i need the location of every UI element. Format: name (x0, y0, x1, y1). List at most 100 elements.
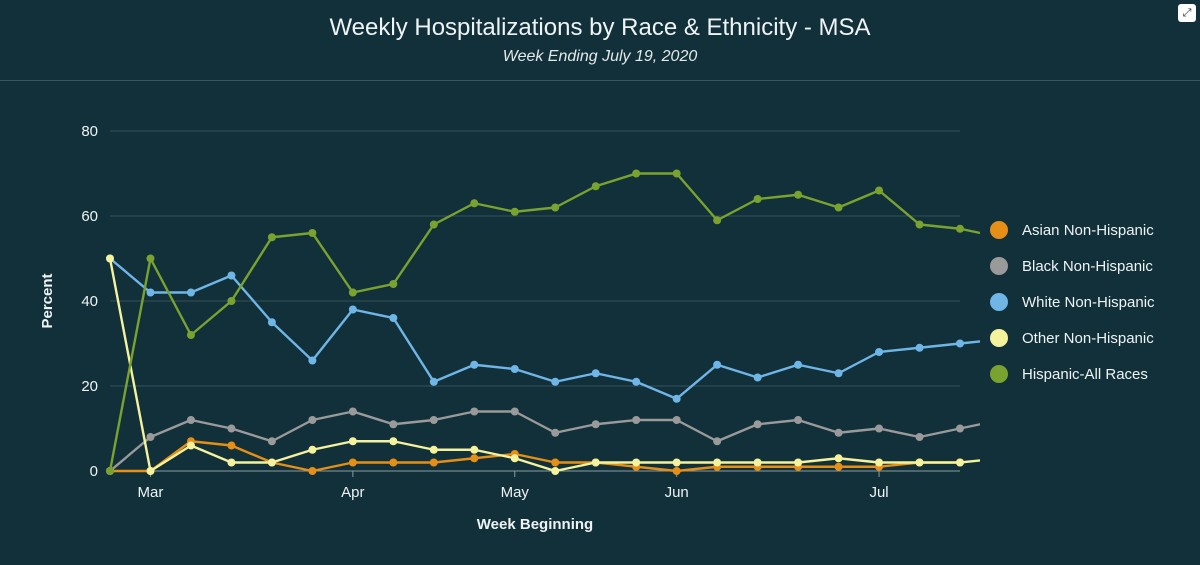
data-point[interactable] (916, 221, 924, 229)
data-point[interactable] (187, 416, 195, 424)
legend-item-asian[interactable]: Asian Non-Hispanic (990, 221, 1155, 239)
data-point[interactable] (551, 459, 559, 467)
data-point[interactable] (673, 395, 681, 403)
data-point[interactable] (227, 297, 235, 305)
data-point[interactable] (511, 365, 519, 373)
data-point[interactable] (470, 361, 478, 369)
data-point[interactable] (227, 442, 235, 450)
data-point[interactable] (349, 306, 357, 314)
data-point[interactable] (754, 420, 762, 428)
data-point[interactable] (511, 408, 519, 416)
data-point[interactable] (308, 446, 316, 454)
data-point[interactable] (551, 467, 559, 475)
data-point[interactable] (592, 420, 600, 428)
data-point[interactable] (713, 361, 721, 369)
data-point[interactable] (430, 459, 438, 467)
data-point[interactable] (551, 378, 559, 386)
legend-item-hispanic[interactable]: Hispanic-All Races (990, 365, 1155, 383)
data-point[interactable] (835, 369, 843, 377)
legend-item-other[interactable]: Other Non-Hispanic (990, 329, 1155, 347)
data-point[interactable] (632, 416, 640, 424)
data-point[interactable] (308, 416, 316, 424)
data-point[interactable] (754, 374, 762, 382)
data-point[interactable] (794, 191, 802, 199)
data-point[interactable] (470, 446, 478, 454)
data-point[interactable] (308, 467, 316, 475)
data-point[interactable] (551, 429, 559, 437)
data-point[interactable] (713, 459, 721, 467)
legend-item-white[interactable]: White Non-Hispanic (990, 293, 1155, 311)
data-point[interactable] (349, 289, 357, 297)
data-point[interactable] (632, 170, 640, 178)
data-point[interactable] (916, 459, 924, 467)
data-point[interactable] (592, 459, 600, 467)
data-point[interactable] (268, 233, 276, 241)
data-point[interactable] (430, 378, 438, 386)
data-point[interactable] (673, 467, 681, 475)
data-point[interactable] (146, 467, 154, 475)
data-point[interactable] (673, 459, 681, 467)
data-point[interactable] (430, 416, 438, 424)
data-point[interactable] (875, 459, 883, 467)
data-point[interactable] (187, 442, 195, 450)
data-point[interactable] (956, 225, 964, 233)
data-point[interactable] (146, 433, 154, 441)
data-point[interactable] (956, 425, 964, 433)
data-point[interactable] (511, 208, 519, 216)
data-point[interactable] (875, 187, 883, 195)
data-point[interactable] (308, 357, 316, 365)
data-point[interactable] (106, 255, 114, 263)
data-point[interactable] (146, 289, 154, 297)
data-point[interactable] (673, 416, 681, 424)
data-point[interactable] (835, 429, 843, 437)
data-point[interactable] (430, 221, 438, 229)
data-point[interactable] (227, 272, 235, 280)
data-point[interactable] (632, 378, 640, 386)
data-point[interactable] (956, 340, 964, 348)
data-point[interactable] (268, 437, 276, 445)
data-point[interactable] (592, 182, 600, 190)
data-point[interactable] (835, 454, 843, 462)
data-point[interactable] (632, 459, 640, 467)
data-point[interactable] (389, 280, 397, 288)
data-point[interactable] (349, 408, 357, 416)
data-point[interactable] (430, 446, 438, 454)
data-point[interactable] (470, 408, 478, 416)
data-point[interactable] (673, 170, 681, 178)
legend-item-black[interactable]: Black Non-Hispanic (990, 257, 1155, 275)
data-point[interactable] (389, 459, 397, 467)
data-point[interactable] (835, 204, 843, 212)
data-point[interactable] (227, 425, 235, 433)
data-point[interactable] (349, 459, 357, 467)
data-point[interactable] (389, 420, 397, 428)
data-point[interactable] (835, 463, 843, 471)
expand-button[interactable]: ⤢ (1178, 4, 1196, 22)
data-point[interactable] (187, 289, 195, 297)
data-point[interactable] (713, 216, 721, 224)
data-point[interactable] (875, 348, 883, 356)
data-point[interactable] (106, 467, 114, 475)
data-point[interactable] (713, 437, 721, 445)
data-point[interactable] (470, 199, 478, 207)
data-point[interactable] (875, 425, 883, 433)
data-point[interactable] (794, 416, 802, 424)
data-point[interactable] (389, 437, 397, 445)
data-point[interactable] (268, 318, 276, 326)
data-point[interactable] (268, 459, 276, 467)
data-point[interactable] (754, 459, 762, 467)
data-point[interactable] (592, 369, 600, 377)
data-point[interactable] (511, 454, 519, 462)
data-point[interactable] (794, 361, 802, 369)
data-point[interactable] (551, 204, 559, 212)
data-point[interactable] (956, 459, 964, 467)
data-point[interactable] (794, 459, 802, 467)
data-point[interactable] (754, 195, 762, 203)
data-point[interactable] (916, 344, 924, 352)
data-point[interactable] (470, 454, 478, 462)
data-point[interactable] (308, 229, 316, 237)
data-point[interactable] (187, 331, 195, 339)
data-point[interactable] (227, 459, 235, 467)
data-point[interactable] (389, 314, 397, 322)
data-point[interactable] (146, 255, 154, 263)
data-point[interactable] (349, 437, 357, 445)
